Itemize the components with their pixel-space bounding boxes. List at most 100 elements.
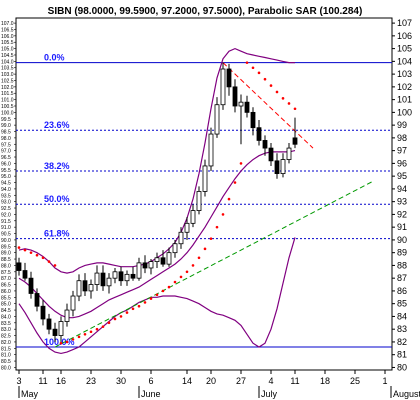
month-label: June xyxy=(141,389,161,399)
sar-dot xyxy=(209,237,213,240)
candle-down xyxy=(256,127,262,141)
month-label: July xyxy=(261,389,278,399)
fib-label: 100.0% xyxy=(44,337,75,347)
right-axis-label: 94 xyxy=(397,184,407,194)
candle-down xyxy=(262,140,268,149)
sar-dot xyxy=(179,275,183,279)
x-axis-label: 20 xyxy=(206,376,216,386)
fib-label: 61.8% xyxy=(44,229,70,239)
left-axis-label: 98.0 xyxy=(1,136,11,142)
candle-up xyxy=(148,261,154,269)
sar-dot xyxy=(197,256,201,260)
candle-down xyxy=(232,86,238,107)
left-axis-label: 90.5 xyxy=(1,232,11,238)
left-axis-label: 95.5 xyxy=(1,168,11,174)
sar-dot xyxy=(53,264,57,267)
sar-dot xyxy=(83,332,87,336)
right-axis-label: 93 xyxy=(397,197,407,207)
candle-up xyxy=(208,133,214,167)
candle-up xyxy=(124,273,130,282)
sar-dot xyxy=(215,225,219,229)
candle-up xyxy=(106,277,112,287)
sar-dot xyxy=(167,285,171,289)
left-axis-label: 89.5 xyxy=(1,244,11,250)
right-axis-label: 107 xyxy=(397,18,412,28)
left-axis-label: 82.0 xyxy=(1,340,11,346)
sar-dot xyxy=(23,248,27,252)
right-axis-label: 87 xyxy=(397,273,407,283)
left-axis-label: 84.5 xyxy=(1,308,11,314)
candle-up xyxy=(166,252,172,265)
fibonacci-layer: 0.0% 23.6% 38.2% 50.0% 61.8% 100.0% xyxy=(16,53,392,348)
candle-up xyxy=(280,159,286,174)
sar-dot xyxy=(113,317,117,321)
sar-dot xyxy=(125,311,129,314)
left-axis-label: 83.0 xyxy=(1,327,11,333)
right-axis-label: 97 xyxy=(397,146,407,156)
sar-dot xyxy=(77,335,81,339)
x-axis-label: 1 xyxy=(382,376,387,386)
sar-dot xyxy=(191,264,195,267)
candle-up xyxy=(58,321,64,336)
candle-up xyxy=(94,272,100,285)
candle-down xyxy=(244,101,250,113)
candle-down xyxy=(292,137,298,145)
left-axis-label: 87.5 xyxy=(1,270,11,276)
right-axis-label: 80 xyxy=(397,362,407,372)
left-axis-label: 98.5 xyxy=(1,130,11,136)
right-axis-label: 92 xyxy=(397,209,407,219)
sar-dot xyxy=(161,289,165,293)
right-axis-label: 89 xyxy=(397,248,407,258)
x-axis-label: 14 xyxy=(182,376,192,386)
x-axis-label: 30 xyxy=(116,376,126,386)
candle-down xyxy=(82,280,88,292)
sar-dot xyxy=(257,71,261,75)
fib-label: 38.2% xyxy=(44,161,70,171)
right-axis-label: 96 xyxy=(397,158,407,168)
left-axis-label: 87.0 xyxy=(1,276,11,282)
left-axis-label: 89.0 xyxy=(1,251,11,257)
candle-up xyxy=(220,68,226,106)
right-axis-label: 85 xyxy=(397,299,407,309)
x-axis-label: 4 xyxy=(268,376,273,386)
left-axis-label: 106.5 xyxy=(1,27,14,33)
right-axis-label: 81 xyxy=(397,350,407,360)
sar-dot xyxy=(173,280,177,284)
trendline-layer xyxy=(54,62,374,348)
sar-dot xyxy=(281,97,285,100)
right-axis-label: 104 xyxy=(397,56,412,66)
sar-dot xyxy=(107,321,111,325)
sar-dot xyxy=(65,340,69,344)
candle-down xyxy=(268,147,274,162)
candle-up xyxy=(238,101,244,107)
candles-layer xyxy=(16,62,298,342)
left-axis-label: 93.0 xyxy=(1,200,11,206)
candle-down xyxy=(100,272,106,287)
left-axis-label: 103.0 xyxy=(1,72,14,78)
left-axis-label: 105.0 xyxy=(1,47,14,53)
candle-down xyxy=(40,305,46,320)
x-axis-label: 25 xyxy=(350,376,360,386)
left-axis-label: 88.5 xyxy=(1,257,11,263)
candle-up xyxy=(88,284,94,292)
left-axis-label: 86.5 xyxy=(1,283,11,289)
left-axis-label: 96.5 xyxy=(1,155,11,161)
candle-up xyxy=(172,243,178,254)
sar-dot xyxy=(221,213,225,216)
left-axis-label: 80.5 xyxy=(1,359,11,365)
left-axis-label: 94.0 xyxy=(1,187,11,193)
candle-down xyxy=(34,293,40,307)
candle-down xyxy=(46,318,52,330)
sar-dot xyxy=(269,84,273,87)
sar-dot xyxy=(293,107,297,111)
sar-dot xyxy=(239,162,243,165)
left-axis-label: 91.5 xyxy=(1,219,11,225)
left-axis-label: 91.0 xyxy=(1,225,11,231)
x-axis-label: 11 xyxy=(38,376,47,386)
sar-dot xyxy=(263,77,267,81)
candle-down xyxy=(226,68,232,88)
left-axis-label: 100.0 xyxy=(1,110,14,116)
candle-up xyxy=(112,271,118,279)
left-axis-label: 99.5 xyxy=(1,117,11,123)
candle-up xyxy=(178,231,184,245)
